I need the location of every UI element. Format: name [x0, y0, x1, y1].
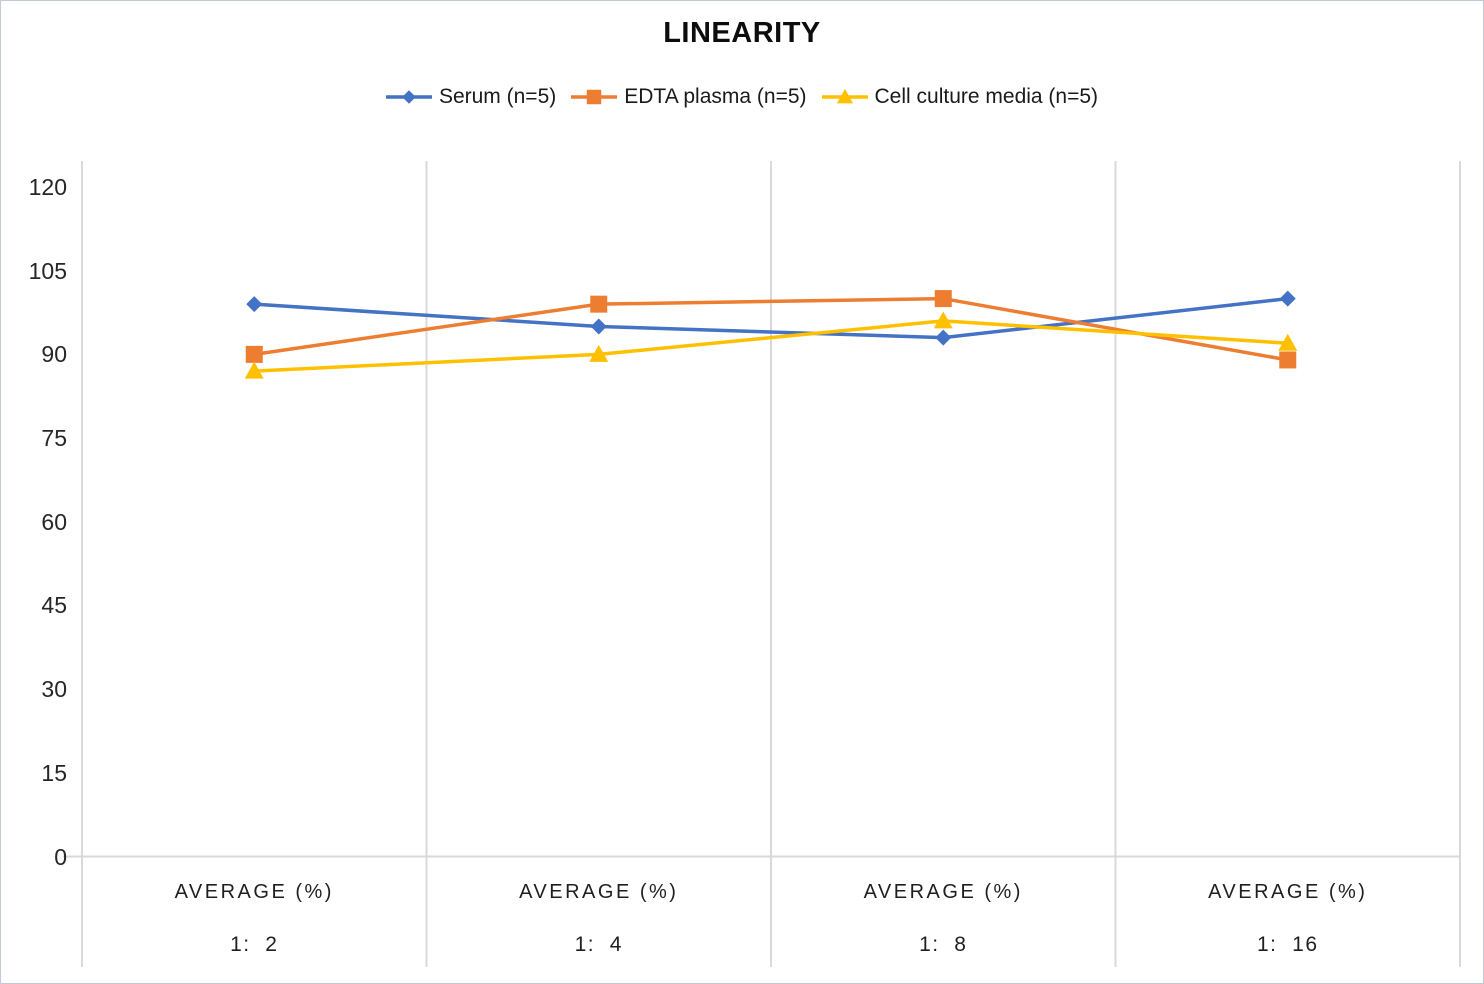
y-axis-tick-label: 30: [41, 676, 67, 703]
y-axis-tick-label: 90: [41, 341, 67, 368]
data-point-square-marker: [587, 89, 602, 105]
series-line-edta-plasma-n-5: [253, 296, 1289, 362]
data-point-diamond-marker: [1279, 290, 1296, 307]
series-line-serum-n-5: [254, 296, 1288, 340]
x-axis-dilution-label: 1: 16: [1256, 933, 1319, 956]
y-axis-tick-label: 75: [41, 425, 67, 452]
x-axis-category: AVERAGE (%) 1: 8: [770, 877, 1116, 960]
legend-item-edta-plasma-n-5: EDTA plasma (n=5): [571, 85, 807, 109]
y-axis-tick-label: 0: [54, 843, 67, 870]
legend-label: EDTA plasma (n=5): [624, 85, 807, 108]
y-axis-tick-label: 15: [41, 759, 67, 786]
data-point-diamond-marker: [590, 318, 607, 335]
data-point-triangle-marker: [589, 344, 609, 362]
data-point-diamond-marker: [246, 296, 263, 313]
data-point-triangle-marker: [836, 88, 853, 104]
x-axis-category: AVERAGE (%) 1: 2: [81, 877, 427, 960]
x-axis-group-label: AVERAGE (%): [519, 881, 679, 903]
y-axis-tick-label: 45: [41, 592, 67, 619]
legend-label: Cell culture media (n=5): [874, 85, 1099, 108]
x-axis-group-label: AVERAGE (%): [1208, 881, 1368, 903]
x-axis-group-label: AVERAGE (%): [863, 881, 1023, 903]
legend-item-serum-n-5: Serum (n=5): [385, 85, 557, 109]
x-axis-group-label: AVERAGE (%): [174, 881, 334, 903]
x-axis-dilution-label: 1: 2: [230, 933, 279, 956]
data-point-square-marker: [934, 290, 952, 308]
legend: Serum (n=5) EDTA plasma (n=5) Cell culture…: [1, 85, 1483, 109]
series-line-cell-culture-media-n-5: [254, 319, 1288, 373]
chart-title: LINEARITY: [663, 17, 821, 49]
y-axis-tick-label: 120: [28, 174, 67, 200]
legend-item-cell-culture-media-n-5: Cell culture media (n=5): [821, 85, 1099, 109]
legend-triangle-marker-icon: [821, 88, 868, 104]
legend-diamond-marker-icon: [385, 90, 432, 104]
data-point-square-marker: [245, 345, 263, 363]
data-point-square-marker: [1279, 351, 1297, 369]
data-point-diamond-marker: [402, 90, 416, 104]
x-axis-category: AVERAGE (%) 1: 4: [426, 877, 772, 960]
data-point-triangle-marker: [244, 361, 264, 379]
legend-label: Serum (n=5): [438, 85, 557, 108]
x-axis-dilution-label: 1: 4: [574, 933, 623, 956]
y-axis-tick-label: 105: [28, 257, 67, 284]
data-point-diamond-marker: [935, 329, 952, 346]
data-point-triangle-marker: [1278, 333, 1298, 351]
legend-square-marker-icon: [571, 89, 618, 105]
x-axis-category: AVERAGE (%) 1: 16: [1115, 877, 1461, 960]
data-point-triangle-marker: [933, 311, 953, 329]
data-point-square-marker: [590, 295, 608, 313]
y-axis-tick-label: 60: [41, 508, 67, 535]
x-axis-dilution-label: 1: 8: [919, 933, 968, 956]
